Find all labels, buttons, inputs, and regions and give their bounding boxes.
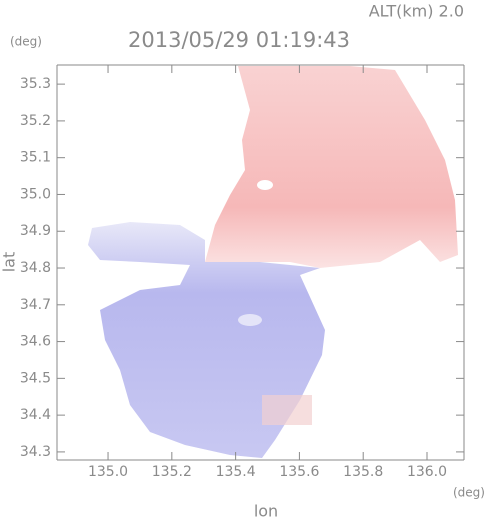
y-tick-label: 34.4	[20, 407, 51, 423]
y-tick-label: 34.6	[20, 334, 51, 350]
y-tick-label: 35.3	[20, 76, 51, 92]
y-tick-label: 34.3	[20, 444, 51, 460]
y-tick-label: 35.2	[20, 113, 51, 129]
plot-frame	[56, 64, 465, 461]
x-tick-label: 136.0	[407, 464, 447, 480]
y-tick-label: 34.7	[20, 297, 51, 313]
y-axis-label: lat	[0, 252, 19, 273]
y-tick-label: 34.5	[20, 370, 51, 386]
x-tick-label: 135.4	[216, 464, 256, 480]
y-unit: (deg)	[10, 35, 42, 49]
y-tick-label: 34.9	[20, 223, 51, 239]
y-tick-label: 35.1	[20, 150, 51, 166]
altitude-label: ALT(km) 2.0	[369, 2, 464, 21]
x-unit: (deg)	[453, 486, 485, 500]
x-tick-label: 135.2	[152, 464, 192, 480]
x-tick-label: 135.8	[343, 464, 383, 480]
radar-field	[88, 66, 458, 458]
x-tick-label: 135.6	[279, 464, 319, 480]
chart-title: 2013/05/29 01:19:43	[128, 28, 350, 52]
x-tick-label: 135.0	[88, 464, 128, 480]
y-tick-label: 34.8	[20, 260, 51, 276]
x-axis-label: lon	[254, 502, 278, 521]
y-tick-label: 35.0	[20, 186, 51, 202]
